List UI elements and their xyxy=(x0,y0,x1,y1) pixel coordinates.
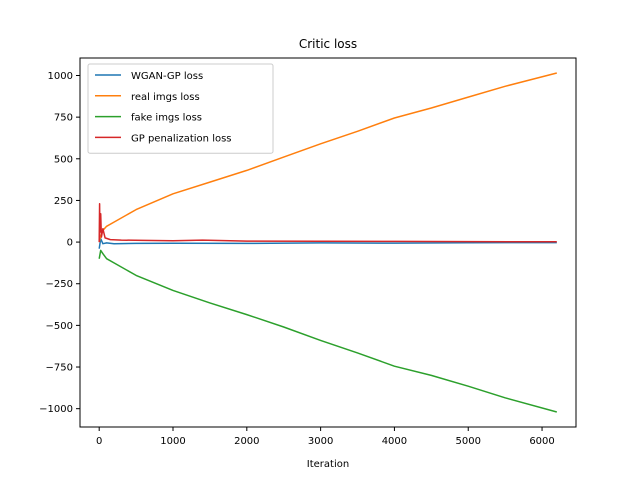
x-tick-label: 3000 xyxy=(308,436,333,447)
x-tick-label: 5000 xyxy=(456,436,481,447)
x-tick-label: 4000 xyxy=(382,436,407,447)
legend-entry-label: GP penalization loss xyxy=(131,133,232,144)
x-tick-label: 2000 xyxy=(234,436,259,447)
legend-box xyxy=(87,63,274,154)
series-layer xyxy=(98,72,557,413)
y-tick-label: 500 xyxy=(54,154,73,165)
legend-entry-label: real imgs loss xyxy=(131,92,200,103)
y-tick-label: 1000 xyxy=(48,71,73,82)
series-line-3 xyxy=(98,249,557,413)
y-tick-label: −500 xyxy=(46,321,73,332)
axis-ticks: 0 1000 2000 3000 4000 5000 6000−1000−750−500−2… xyxy=(39,71,555,447)
y-tick-label: 250 xyxy=(54,196,73,207)
x-tick-label: 1000 xyxy=(160,436,185,447)
chart-title: Critic loss xyxy=(299,37,357,51)
series-line-2 xyxy=(98,72,557,243)
series-line-4 xyxy=(98,203,557,243)
y-tick-label: −250 xyxy=(46,279,73,290)
legend: WGAN-GP loss real imgs loss fake imgs loss… xyxy=(87,63,274,154)
y-tick-label: −750 xyxy=(46,363,73,374)
y-tick-label: 750 xyxy=(54,113,73,124)
x-axis-label: Iteration xyxy=(307,459,349,470)
legend-entry-label: fake imgs loss xyxy=(131,113,202,124)
legend-entry-label: WGAN-GP loss xyxy=(131,71,203,82)
x-tick-label: 6000 xyxy=(529,436,554,447)
series-line-1 xyxy=(98,238,557,249)
y-tick-label: −1000 xyxy=(39,404,73,415)
y-tick-label: 0 xyxy=(67,238,73,249)
x-tick-label: 0 xyxy=(96,436,102,447)
